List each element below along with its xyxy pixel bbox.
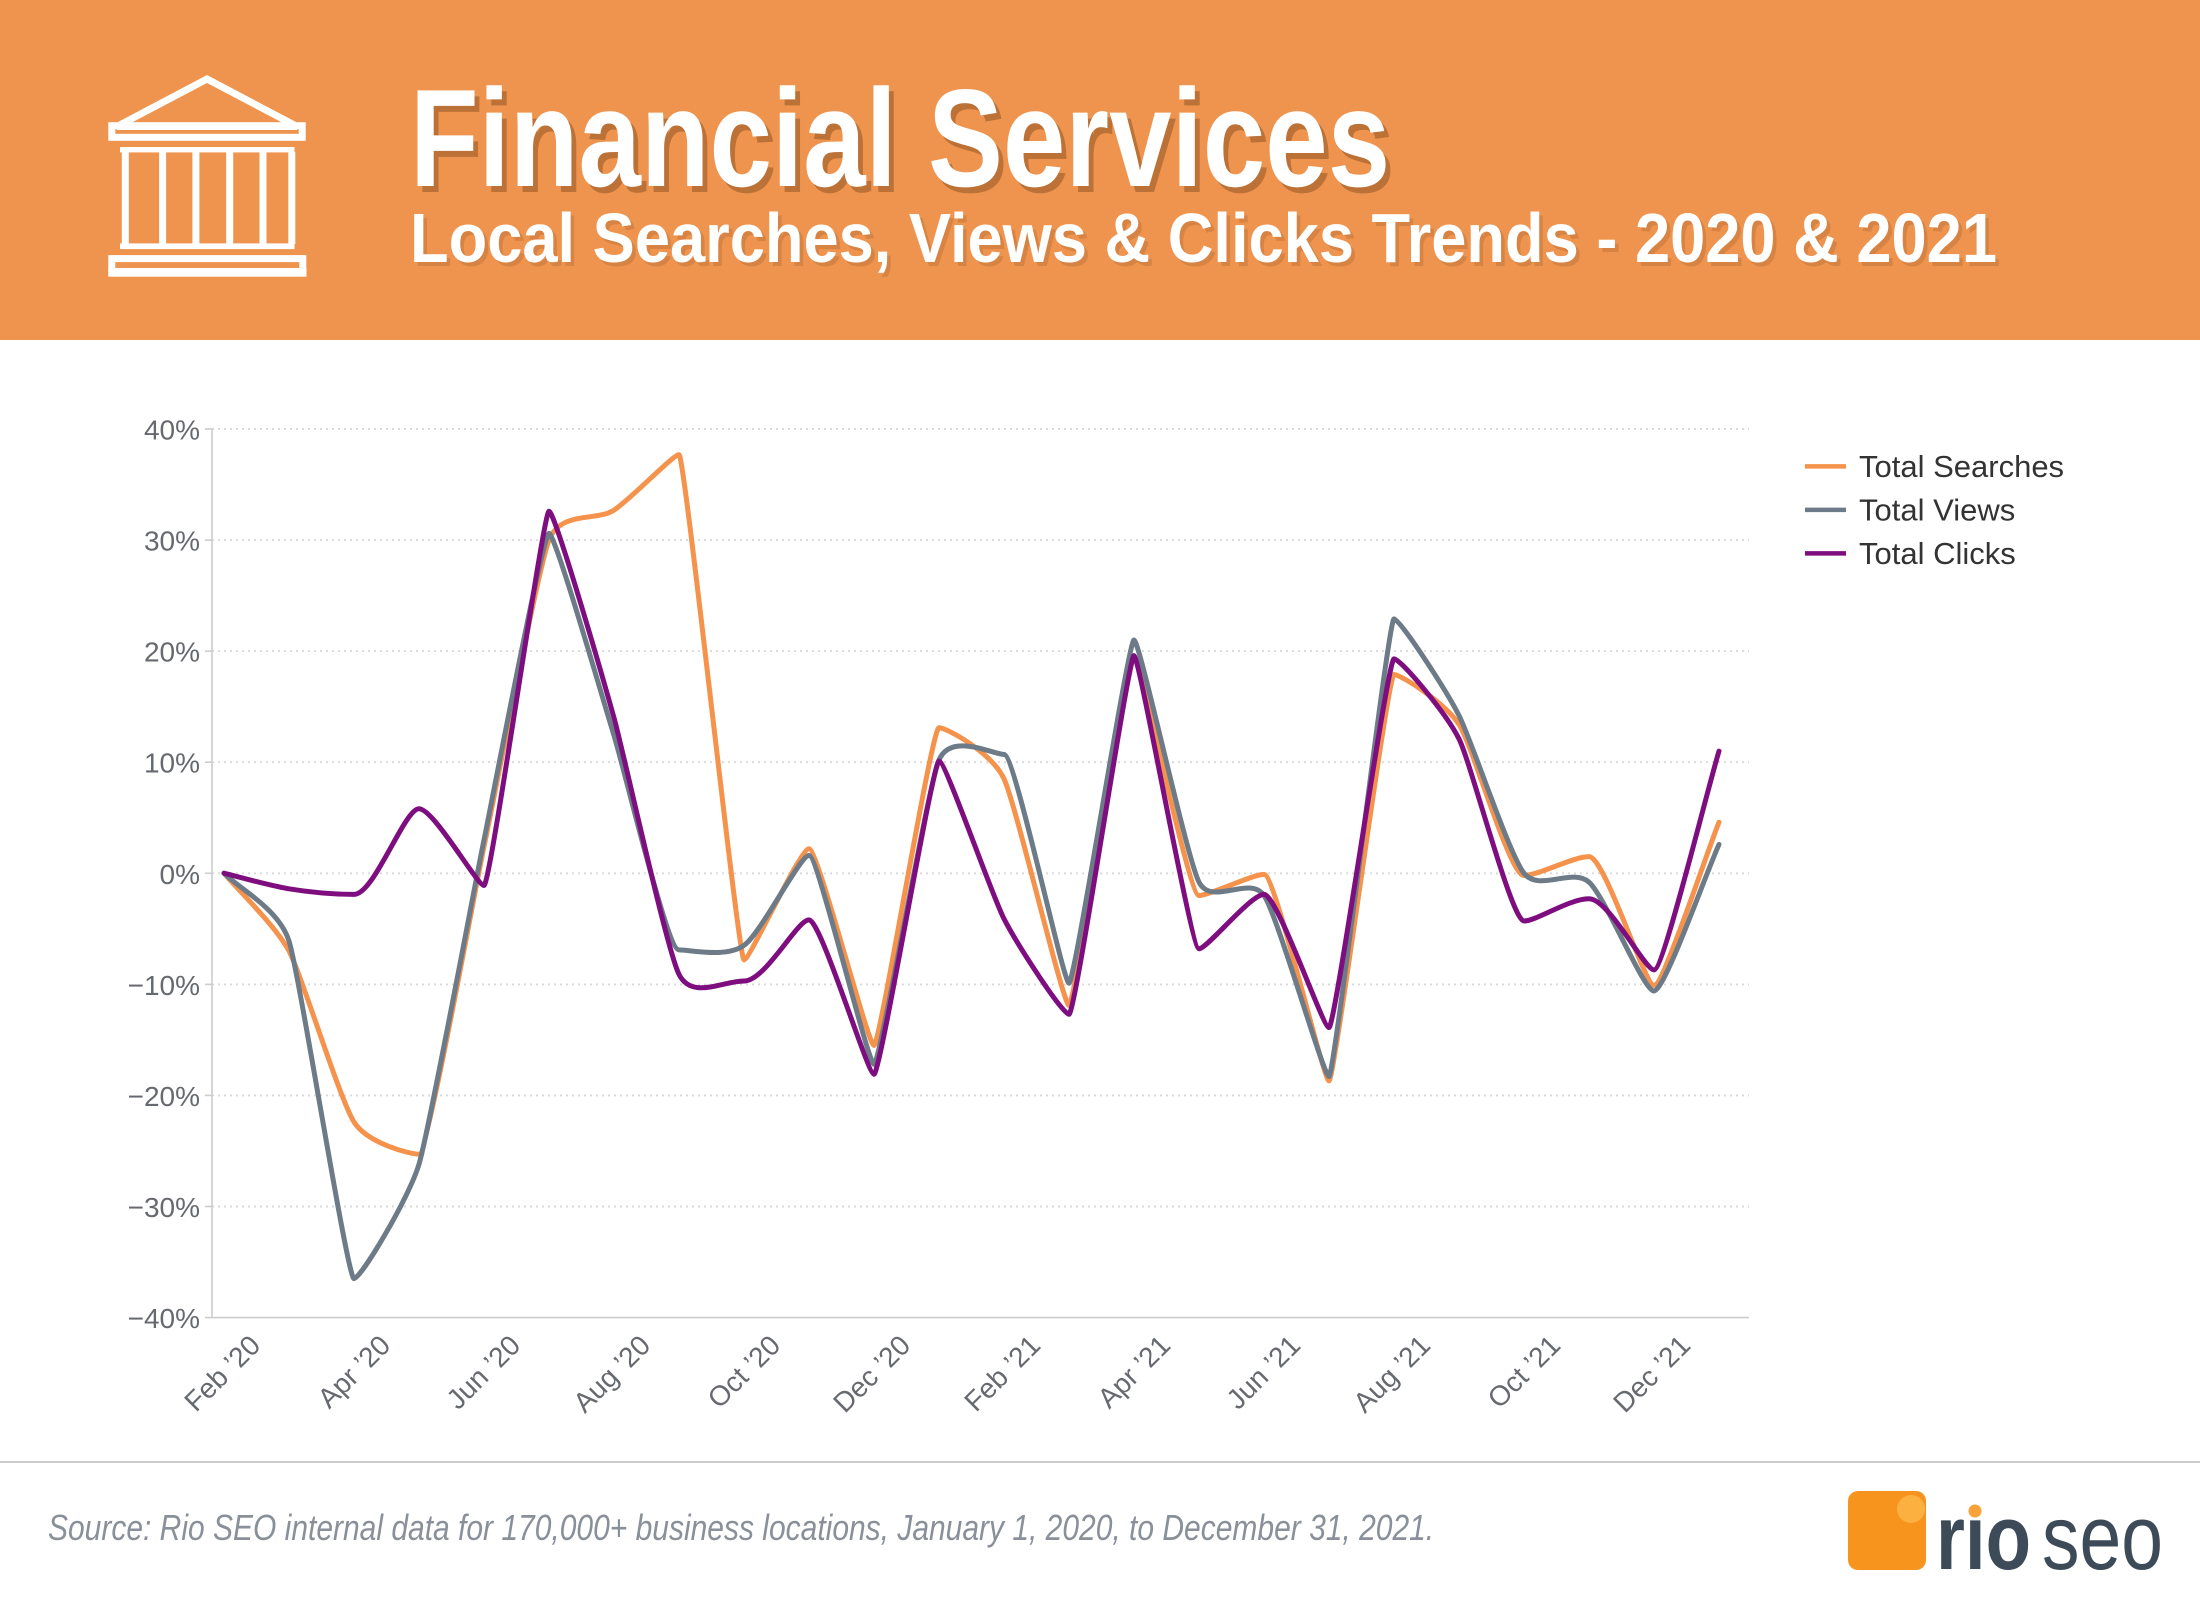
svg-text:Feb ’21: Feb ’21 <box>958 1329 1046 1417</box>
svg-text:Oct ’20: Oct ’20 <box>702 1329 787 1414</box>
svg-text:Aug ’21: Aug ’21 <box>1347 1329 1436 1418</box>
svg-text:10%: 10% <box>144 748 200 779</box>
svg-text:20%: 20% <box>144 637 200 668</box>
svg-text:30%: 30% <box>144 526 200 557</box>
svg-text:Dec ’21: Dec ’21 <box>1607 1329 1696 1418</box>
svg-text:40%: 40% <box>144 415 200 446</box>
svg-text:Aug ’20: Aug ’20 <box>567 1329 656 1418</box>
svg-text:−30%: −30% <box>128 1192 200 1223</box>
svg-text:Total Clicks: Total Clicks <box>1859 536 2016 571</box>
svg-text:Jun ’21: Jun ’21 <box>1220 1329 1306 1415</box>
svg-text:0%: 0% <box>160 859 200 890</box>
svg-text:seo: seo <box>2042 1487 2163 1589</box>
svg-text:Oct ’21: Oct ’21 <box>1482 1329 1567 1414</box>
svg-text:Jun ’20: Jun ’20 <box>440 1329 526 1415</box>
svg-text:Total Views: Total Views <box>1859 492 2015 527</box>
svg-text:Apr ’21: Apr ’21 <box>1092 1329 1177 1414</box>
svg-text:−10%: −10% <box>128 970 200 1001</box>
svg-text:−20%: −20% <box>128 1081 200 1112</box>
svg-text:−40%: −40% <box>128 1303 200 1334</box>
svg-text:Apr ’20: Apr ’20 <box>312 1329 397 1414</box>
svg-text:Dec ’20: Dec ’20 <box>827 1329 916 1418</box>
svg-text:Feb ’20: Feb ’20 <box>178 1329 266 1417</box>
svg-text:Total Searches: Total Searches <box>1859 449 2064 484</box>
svg-text:rıo: rıo <box>1936 1487 2031 1589</box>
